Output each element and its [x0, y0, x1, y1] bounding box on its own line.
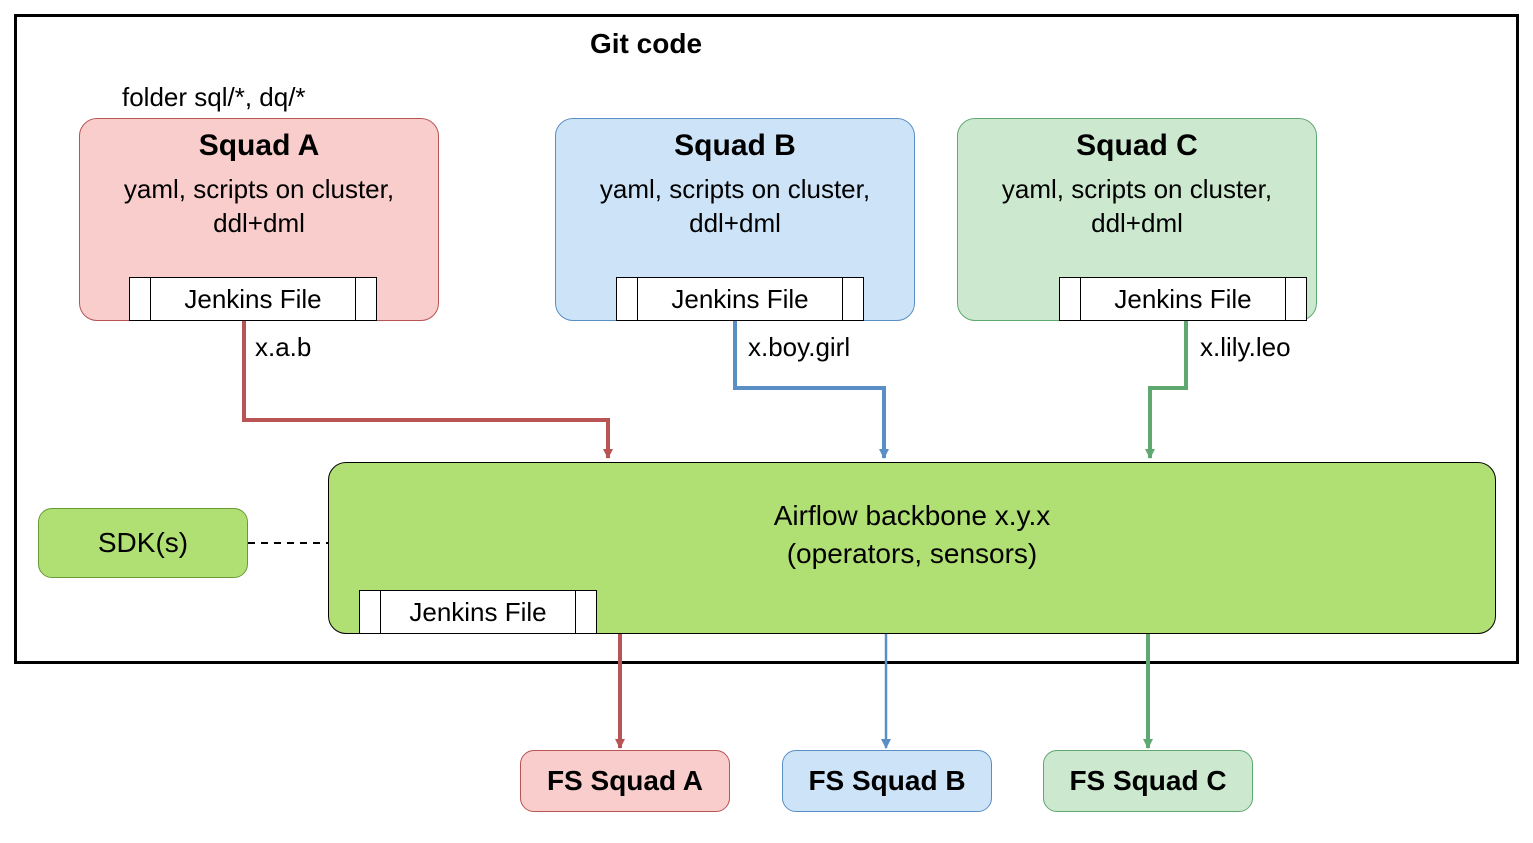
squad-c-jenkins: Jenkins File — [1078, 277, 1288, 321]
squad-b-desc-2: ddl+dml — [689, 208, 781, 238]
sdk-box: SDK(s) — [38, 508, 248, 578]
diagram-title: Git code — [590, 28, 702, 60]
backbone-jenkins: Jenkins File — [378, 590, 578, 634]
fs-a-label: FS Squad A — [547, 765, 703, 797]
squad-a-desc: yaml, scripts on cluster, ddl+dml — [80, 173, 438, 241]
squad-c-desc: yaml, scripts on cluster, ddl+dml — [958, 173, 1316, 241]
squad-a-jenkins-label: Jenkins File — [184, 284, 321, 315]
squad-c-version: x.lily.leo — [1200, 332, 1291, 363]
squad-b-title: Squad B — [556, 129, 914, 163]
squad-c-title: Squad C — [958, 129, 1316, 163]
squad-b-jenkins: Jenkins File — [635, 277, 845, 321]
squad-c-desc-2: ddl+dml — [1091, 208, 1183, 238]
sdk-label: SDK(s) — [98, 527, 188, 559]
backbone-jenkins-label: Jenkins File — [409, 597, 546, 628]
fs-b-label: FS Squad B — [808, 765, 965, 797]
fs-squad-b: FS Squad B — [782, 750, 992, 812]
folder-label: folder sql/*, dq/* — [122, 82, 306, 113]
fs-squad-c: FS Squad C — [1043, 750, 1253, 812]
backbone-line1: Airflow backbone x.y.x — [774, 500, 1051, 531]
backbone-line2: (operators, sensors) — [787, 538, 1038, 569]
fs-squad-a: FS Squad A — [520, 750, 730, 812]
squad-b-desc: yaml, scripts on cluster, ddl+dml — [556, 173, 914, 241]
squad-b-desc-1: yaml, scripts on cluster, — [600, 174, 870, 204]
squad-a-version: x.a.b — [255, 332, 311, 363]
squad-a-desc-1: yaml, scripts on cluster, — [124, 174, 394, 204]
backbone-title: Airflow backbone x.y.x (operators, senso… — [329, 497, 1495, 573]
squad-c-desc-1: yaml, scripts on cluster, — [1002, 174, 1272, 204]
squad-a-jenkins: Jenkins File — [148, 277, 358, 321]
squad-a-desc-2: ddl+dml — [213, 208, 305, 238]
fs-c-label: FS Squad C — [1069, 765, 1226, 797]
squad-a-title: Squad A — [80, 129, 438, 163]
squad-b-jenkins-label: Jenkins File — [671, 284, 808, 315]
squad-c-jenkins-label: Jenkins File — [1114, 284, 1251, 315]
squad-b-version: x.boy.girl — [748, 332, 850, 363]
